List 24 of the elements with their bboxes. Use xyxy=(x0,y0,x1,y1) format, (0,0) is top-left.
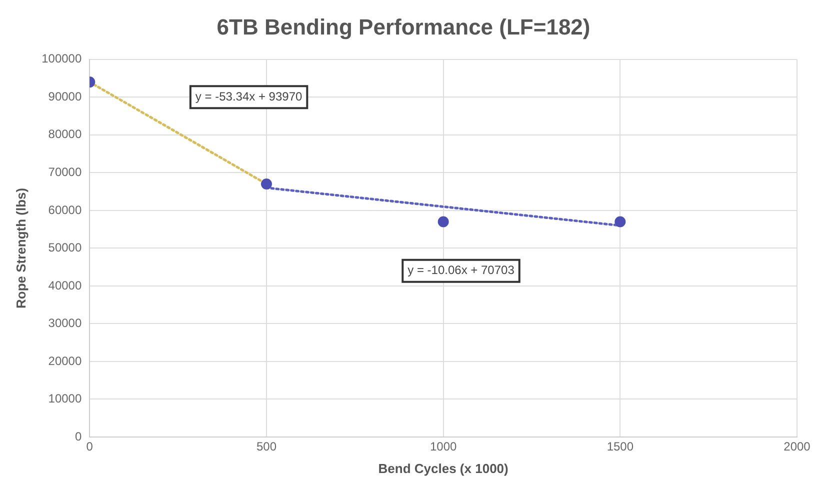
y-tick-label: 10000 xyxy=(48,392,82,406)
x-tick-label: 1500 xyxy=(606,440,634,454)
y-tick-label: 40000 xyxy=(48,278,82,292)
chart-title: 6TB Bending Performance (LF=182) xyxy=(216,14,590,40)
point xyxy=(260,178,272,190)
y-tick-label: 0 xyxy=(74,429,82,444)
y-tick-label: 100000 xyxy=(42,52,82,66)
y-tick-label: 80000 xyxy=(48,127,82,142)
y-axis-title: Rope Strength (lbs) xyxy=(13,188,28,309)
y-tick-label: 30000 xyxy=(48,316,82,330)
point xyxy=(614,216,626,228)
y-tick-label: 20000 xyxy=(48,354,82,368)
point xyxy=(438,216,449,228)
x-tick-label: 500 xyxy=(256,440,277,454)
x-tick-label: 1000 xyxy=(430,440,457,454)
annotation: y = -53.34x + 93970 xyxy=(195,89,302,104)
annotation: y = -10.06x + 70703 xyxy=(408,263,515,278)
x-axis-title: Bend Cycles (x 1000) xyxy=(378,460,508,476)
y-tick-label: 50000 xyxy=(48,240,82,255)
x-tick-label: 2000 xyxy=(784,440,811,454)
y-tick-label: 90000 xyxy=(48,89,82,104)
x-tick-label: 0 xyxy=(86,440,94,454)
y-tick-label: 60000 xyxy=(48,202,82,217)
y-tick-label: 70000 xyxy=(48,164,82,179)
